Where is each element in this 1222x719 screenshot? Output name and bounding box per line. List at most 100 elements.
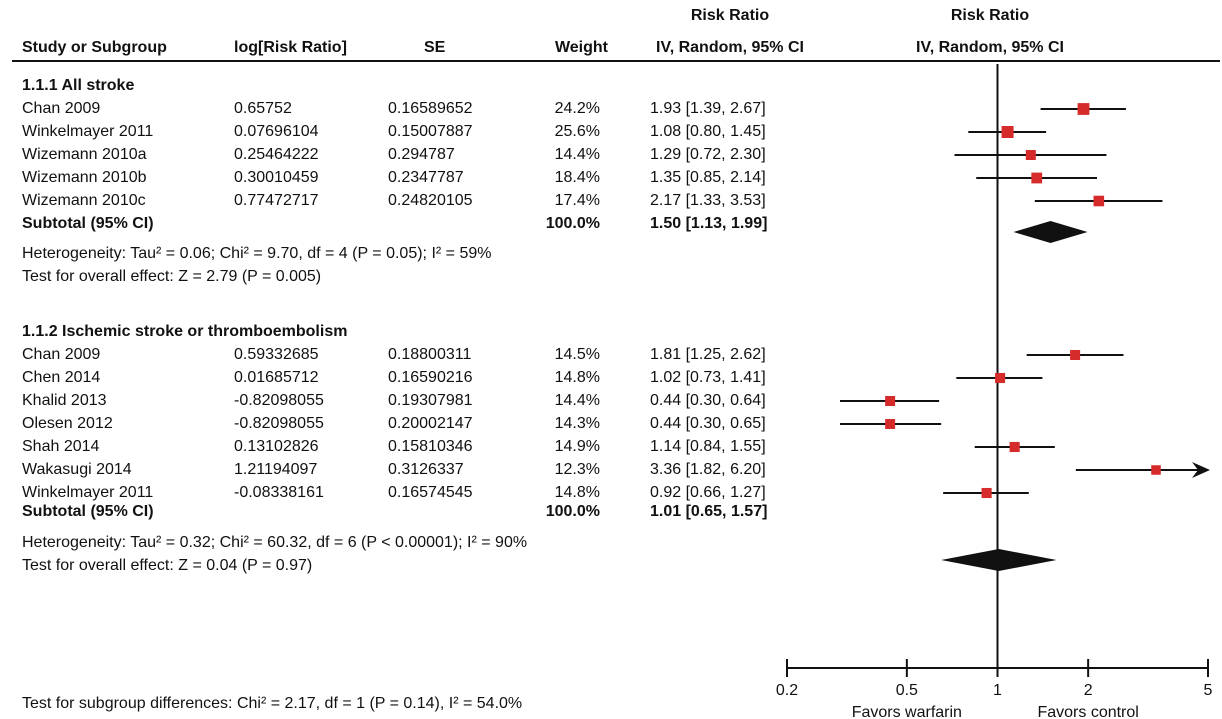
heterogeneity-text: Heterogeneity: Tau² = 0.32; Chi² = 60.32…	[22, 534, 528, 551]
se-value: 0.15007887	[388, 123, 473, 140]
header-rule	[12, 60, 1220, 62]
weight-value: 14.3%	[554, 415, 600, 432]
study-name: Wizemann 2010c	[22, 192, 146, 209]
study-name: Olesen 2012	[22, 415, 113, 432]
overall-effect-text: Test for overall effect: Z = 2.79 (P = 0…	[22, 268, 322, 285]
log-rr-value: 0.25464222	[234, 146, 319, 163]
study-name: Winkelmayer 2011	[22, 484, 154, 501]
weight-value: 17.4%	[554, 192, 600, 209]
x-tick-label: 0.2	[776, 682, 798, 699]
study-point	[885, 419, 896, 429]
ci-text: 1.02 [0.73, 1.41]	[650, 369, 766, 386]
log-rr-value: 0.59332685	[234, 346, 319, 363]
heterogeneity-text: Heterogeneity: Tau² = 0.06; Chi² = 9.70,…	[22, 245, 492, 262]
se-value: 0.15810346	[388, 438, 473, 455]
study-name: Chen 2014	[22, 369, 101, 386]
study-point	[1025, 150, 1036, 160]
ci-text: 3.36 [1.82, 6.20]	[650, 461, 766, 478]
subgroup-differences-text: Test for subgroup differences: Chi² = 2.…	[22, 695, 523, 712]
se-value: 0.2347787	[388, 169, 464, 186]
subtotal-ci: 1.01 [0.65, 1.57]	[650, 503, 768, 520]
plot-title: Risk Ratio	[950, 7, 1030, 24]
header-rr-method: IV, Random, 95% CI	[656, 39, 804, 56]
overall-effect-text: Test for overall effect: Z = 0.04 (P = 0…	[22, 557, 313, 574]
pooled-diamond	[1013, 221, 1088, 243]
weight-value: 24.2%	[554, 100, 600, 117]
log-rr-value: 0.30010459	[234, 169, 319, 186]
subtotal-weight: 100.0%	[545, 215, 600, 232]
ci-text: 2.17 [1.33, 3.53]	[650, 192, 766, 209]
study-name: Khalid 2013	[22, 392, 107, 409]
study-name: Wizemann 2010b	[22, 169, 147, 186]
study-name: Chan 2009	[22, 346, 101, 363]
se-value: 0.16589652	[388, 100, 473, 117]
study-point	[1070, 349, 1081, 361]
log-rr-value: -0.08338161	[234, 484, 324, 501]
study-point	[1009, 441, 1020, 453]
ci-text: 0.92 [0.66, 1.27]	[650, 484, 766, 501]
header-se: SE	[424, 39, 446, 56]
ci-arrow	[1192, 462, 1210, 478]
ci-text: 1.35 [0.85, 2.14]	[650, 169, 766, 186]
header-rr-title: Risk Ratio	[690, 7, 770, 24]
study-name: Chan 2009	[22, 100, 101, 117]
study-point	[981, 487, 992, 499]
subtotal-ci: 1.50 [1.13, 1.99]	[650, 215, 768, 232]
ci-text: 0.44 [0.30, 0.64]	[650, 392, 766, 409]
favors-right-label: Favors control	[1037, 704, 1138, 719]
weight-value: 14.8%	[554, 369, 600, 386]
weight-value: 14.4%	[554, 392, 600, 409]
favors-left-label: Favors warfarin	[852, 704, 962, 719]
ci-text: 1.08 [0.80, 1.45]	[650, 123, 766, 140]
log-rr-value: 0.01685712	[234, 369, 319, 386]
x-tick-label: 1	[993, 682, 1002, 699]
subgroup-title: 1.1.2 Ischemic stroke or thromboembolism	[22, 323, 348, 340]
study-point	[995, 372, 1006, 384]
log-rr-value: 0.65752	[234, 100, 292, 117]
ci-text: 1.29 [0.72, 2.30]	[650, 146, 766, 163]
log-rr-value: 1.21194097	[234, 461, 318, 478]
se-value: 0.16590216	[388, 369, 473, 386]
weight-value: 14.8%	[554, 484, 600, 501]
se-value: 0.3126337	[388, 461, 464, 478]
header-weight: Weight	[554, 39, 608, 56]
weight-value: 25.6%	[554, 123, 600, 140]
weight-value: 14.4%	[554, 146, 600, 163]
ci-text: 0.44 [0.30, 0.65]	[650, 415, 766, 432]
weight-value: 14.5%	[554, 346, 600, 363]
plot-method: IV, Random, 95% CI	[916, 39, 1064, 56]
se-value: 0.19307981	[388, 392, 473, 409]
pooled-diamond	[941, 549, 1057, 571]
study-name: Shah 2014	[22, 438, 100, 455]
study-point	[1151, 465, 1161, 475]
subtotal-label: Subtotal (95% CI)	[22, 215, 154, 232]
log-rr-value: 0.07696104	[234, 123, 319, 140]
log-rr-value: 0.13102826	[234, 438, 319, 455]
x-tick-label: 0.5	[896, 682, 918, 699]
log-rr-value: -0.82098055	[234, 392, 324, 409]
study-point	[1001, 126, 1014, 138]
se-value: 0.20002147	[388, 415, 473, 432]
se-value: 0.18800311	[388, 346, 472, 363]
ci-text: 1.93 [1.39, 2.67]	[650, 100, 766, 117]
log-rr-value: 0.77472717	[234, 192, 319, 209]
study-point	[885, 396, 896, 406]
ci-text: 1.14 [0.84, 1.55]	[650, 438, 766, 455]
weight-value: 14.9%	[554, 438, 600, 455]
weight-value: 12.3%	[554, 461, 600, 478]
se-value: 0.294787	[388, 146, 455, 163]
se-value: 0.24820105	[388, 192, 473, 209]
subgroup-title: 1.1.1 All stroke	[22, 77, 135, 94]
study-point	[1031, 172, 1043, 184]
x-tick-label: 5	[1204, 682, 1213, 699]
subtotal-weight: 100.0%	[545, 503, 600, 520]
study-name: Winkelmayer 2011	[22, 123, 154, 140]
se-value: 0.16574545	[388, 484, 473, 501]
subtotal-label: Subtotal (95% CI)	[22, 503, 154, 520]
ci-text: 1.81 [1.25, 2.62]	[650, 346, 766, 363]
study-name: Wizemann 2010a	[22, 146, 147, 163]
study-name: Wakasugi 2014	[22, 461, 132, 478]
header-study: Study or Subgroup	[22, 39, 167, 56]
log-rr-value: -0.82098055	[234, 415, 324, 432]
